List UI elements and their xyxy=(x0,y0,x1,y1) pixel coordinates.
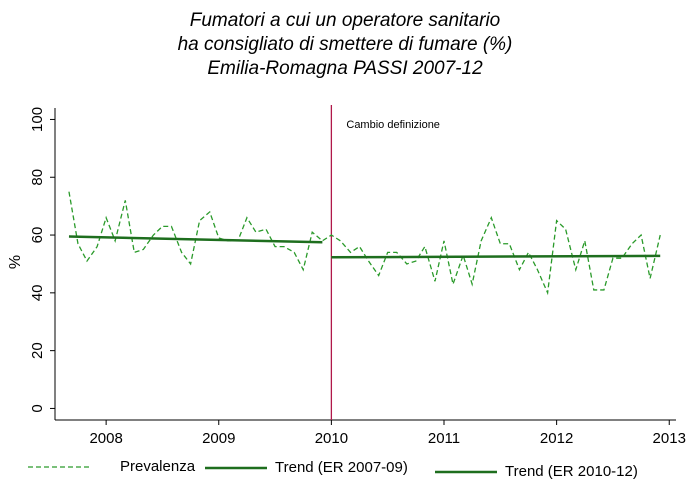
y-tick-label: 40 xyxy=(29,285,46,302)
x-tick-label: 2009 xyxy=(202,430,235,447)
chart-title: Fumatori a cui un operatore sanitario xyxy=(190,10,501,31)
line xyxy=(68,235,323,244)
chart-title: Emilia-Romagna PASSI 2007-12 xyxy=(207,58,483,79)
x-tick-label: 2008 xyxy=(89,430,122,447)
x-tick-label: 2011 xyxy=(428,430,460,447)
y-tick-label: 0 xyxy=(29,404,46,412)
y-tick-label: 20 xyxy=(29,342,46,359)
chart-title: ha consigliato di smettere di fumare (%) xyxy=(178,34,513,55)
x-tick-label: 2013 xyxy=(653,430,686,447)
line xyxy=(331,254,661,259)
y-tick-label: 80 xyxy=(29,169,46,186)
line xyxy=(68,191,661,296)
legend-label: Trend (ER 2010-12) xyxy=(505,463,638,480)
annotation: Cambio definizione xyxy=(346,119,440,131)
legend-label: Trend (ER 2007-09) xyxy=(275,459,408,476)
x-tick-label: 2010 xyxy=(315,430,348,447)
y-tick-label: 100 xyxy=(29,107,46,132)
x-tick-label: 2012 xyxy=(540,430,573,447)
y-tick-label: 60 xyxy=(29,227,46,244)
legend-label: Prevalenza xyxy=(120,458,196,475)
y-axis-label: % xyxy=(7,255,24,269)
